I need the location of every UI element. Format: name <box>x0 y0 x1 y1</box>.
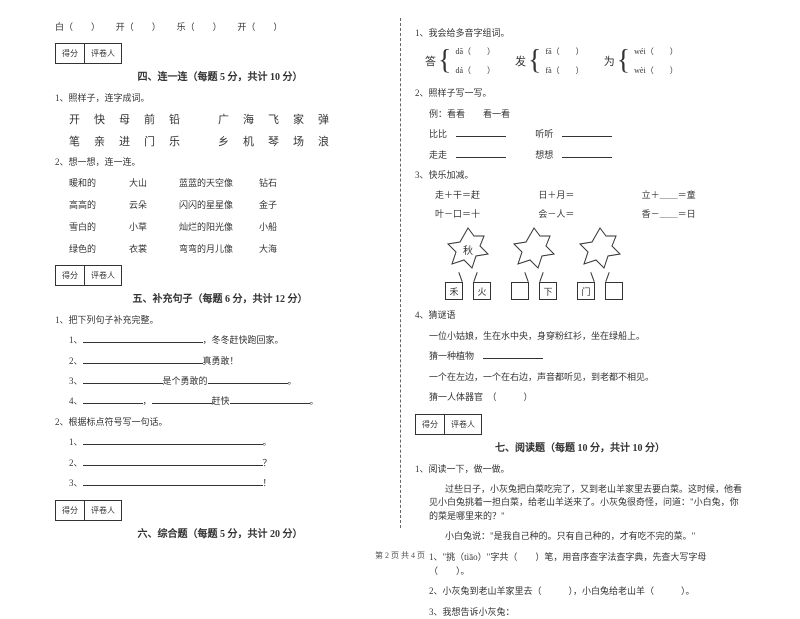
blank[interactable] <box>83 465 263 466</box>
brace-row: 答 { dā（ ） dá（ ） 发 { fā（ ） fà（ ） 为 { <box>415 46 745 76</box>
riddle-line: 猜一种植物 <box>415 349 745 363</box>
brace-icon: { <box>528 47 541 75</box>
star-row: 秋 禾 火 下 <box>415 226 745 300</box>
top-item: 开（ ） <box>237 22 282 32</box>
answer-box[interactable]: 火 <box>473 282 491 300</box>
punct-line: 3、！ <box>55 476 385 490</box>
section-7-title: 七、阅读题（每题 10 分，共计 10 分） <box>415 439 745 454</box>
column-divider <box>400 18 401 528</box>
reading-item: 3、我想告诉小灰兔： <box>415 605 745 619</box>
blank[interactable] <box>562 157 612 158</box>
q5-1: 1、把下列句子补充完整。 <box>55 313 385 327</box>
punct-line: 1、。 <box>55 435 385 449</box>
punct-line: 2、？ <box>55 456 385 470</box>
write-row: 走走 想想 <box>415 148 745 162</box>
brace-group: 为 { wéi（ ） wèi（ ） <box>604 46 678 76</box>
brace-group: 答 { dā（ ） dá（ ） <box>425 46 495 76</box>
r-q7-1: 1、阅读一下，做一做。 <box>415 462 745 476</box>
match-table: 暖和的大山蓝蓝的天空像钻石 高高的云朵闪闪的星星像金子 雪白的小草灿烂的阳光像小… <box>55 176 385 255</box>
score-box-7: 得分 评卷人 <box>415 414 745 435</box>
top-fill-row: 白（ ） 开（ ） 乐（ ） 开（ ） <box>55 20 385 33</box>
fill-line: 4、，赶快。 <box>55 394 385 408</box>
answer-box[interactable]: 禾 <box>445 282 463 300</box>
star-unit: 秋 禾 火 <box>445 226 491 300</box>
char-row-1: 开 快 母 前 铅 广 海 飞 家 弹 <box>55 111 385 127</box>
blank[interactable] <box>152 403 212 404</box>
blank[interactable] <box>83 444 263 445</box>
fill-line: 2、真勇敢！ <box>55 354 385 368</box>
star-shape <box>578 226 622 270</box>
reading-item: 2、小灰兔到老山羊家里去（ ），小白兔给老山羊（ ）。 <box>415 584 745 598</box>
q5-2: 2、根据标点符号写一句话。 <box>55 415 385 429</box>
brace-icon: { <box>617 47 630 75</box>
math-grid: 走＋干＝赶 日＋月＝ 立＋＿＿＝童 叶－口＝十 会－人＝ 香－＿＿＝日 <box>415 188 745 220</box>
char-row-2: 笔 亲 进 门 乐 乡 机 琴 场 浪 <box>55 133 385 149</box>
fill-line: 3、是个勇敢的。 <box>55 374 385 388</box>
brace-group: 发 { fā（ ） fà（ ） <box>515 46 584 76</box>
blank[interactable] <box>208 383 288 384</box>
q4-2: 2、想一想，连一连。 <box>55 155 385 169</box>
answer-box[interactable] <box>605 282 623 300</box>
page-footer: 第 2 页 共 4 页 <box>0 550 800 561</box>
right-column: 1、我会给多音字组词。 答 { dā（ ） dá（ ） 发 { fā（ ） fà… <box>400 20 760 540</box>
write-row: 比比 听听 <box>415 127 745 141</box>
passage: 小白兔说："是我自己种的。只有自己种的，才有吃不完的菜。" <box>415 529 745 543</box>
score-box-6: 得分 评卷人 <box>55 500 385 521</box>
top-item: 乐（ ） <box>177 22 218 32</box>
passage: 过些日子，小灰兔把白菜吃完了，又到老山羊家里去要白菜。这时候，他看见小白兔挑着一… <box>415 483 745 524</box>
blank[interactable] <box>230 403 310 404</box>
blank[interactable] <box>456 136 506 137</box>
blank[interactable] <box>83 383 163 384</box>
blank[interactable] <box>562 136 612 137</box>
q4-1: 1、照样子，连字成词。 <box>55 91 385 105</box>
blank[interactable] <box>456 157 506 158</box>
score-box-4: 得分 评卷人 <box>55 43 385 64</box>
answer-box[interactable] <box>511 282 529 300</box>
blank[interactable] <box>83 363 203 364</box>
r-q1: 1、我会给多音字组词。 <box>415 26 745 40</box>
star-shape: 秋 <box>446 226 490 270</box>
r-q4: 4、猜谜语 <box>415 308 745 322</box>
star-unit: 门 <box>577 226 623 300</box>
blank[interactable] <box>83 342 203 343</box>
star-unit: 下 <box>511 226 557 300</box>
riddle-line: 猜一人体器官 （ ） <box>415 390 745 404</box>
grader-cell: 评卷人 <box>84 43 122 64</box>
top-item: 白（ ） <box>55 22 96 32</box>
blank[interactable] <box>483 358 543 359</box>
r-q2: 2、照样子写一写。 <box>415 86 745 100</box>
section-4-title: 四、连一连（每题 5 分，共计 10 分） <box>55 68 385 83</box>
fill-line: 1、，冬冬赶快跑回家。 <box>55 333 385 347</box>
top-item: 开（ ） <box>116 22 157 32</box>
star-shape <box>512 226 556 270</box>
r-q3: 3、快乐加减。 <box>415 168 745 182</box>
riddle-line: 一位小姑娘，生在水中央，身穿粉红衫，坐在绿船上。 <box>415 329 745 343</box>
answer-box[interactable]: 门 <box>577 282 595 300</box>
example: 例：看看 看一看 <box>415 107 745 121</box>
riddle-line: 一个在左边，一个在右边，声音都听见，到老都不相见。 <box>415 370 745 384</box>
blank[interactable] <box>83 403 143 404</box>
left-column: 白（ ） 开（ ） 乐（ ） 开（ ） 得分 评卷人 四、连一连（每题 5 分，… <box>40 20 400 540</box>
section-6-title: 六、综合题（每题 5 分，共计 20 分） <box>55 525 385 540</box>
section-5-title: 五、补充句子（每题 6 分，共计 12 分） <box>55 290 385 305</box>
score-box-5: 得分 评卷人 <box>55 265 385 286</box>
blank[interactable] <box>83 485 263 486</box>
score-cell: 得分 <box>55 43 85 64</box>
answer-box[interactable]: 下 <box>539 282 557 300</box>
brace-icon: { <box>438 47 451 75</box>
